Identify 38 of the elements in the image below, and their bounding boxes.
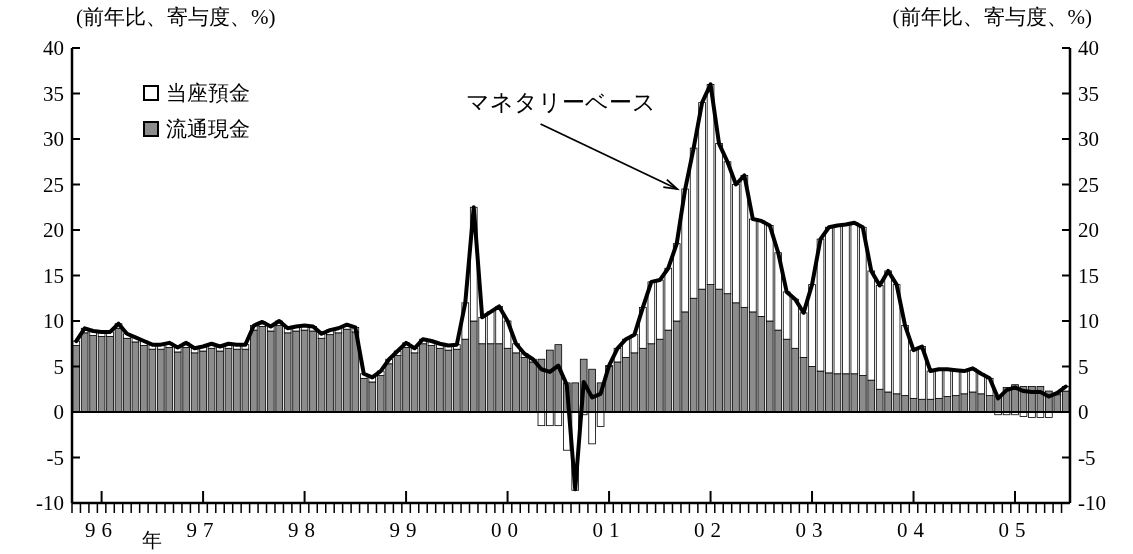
x-tick-label: 02 [694,518,728,542]
x-tick-label: 97 [186,518,220,542]
x-tick-label: 99 [389,518,423,542]
y2-tick-label: 15 [1078,263,1099,288]
y-tick-label: 5 [53,354,64,379]
y-tick-label: 25 [43,172,64,197]
x-tick-label: 98 [288,518,322,542]
y-tick-label: 10 [43,309,64,333]
y2-axis-title: (前年比、寄与度、%) [892,5,1092,29]
x-tick-label: 03 [795,518,829,542]
y2-tick-label: 10 [1078,309,1099,333]
x-tick-label: 96 [85,518,119,542]
y2-tick-label: 30 [1078,127,1099,151]
x-tick-label: 00 [491,518,525,542]
y-axis-title: (前年比、寄与度、%) [76,5,276,29]
series-label: マネタリーベース [465,90,656,115]
y-tick-label: -10 [36,491,64,515]
y-tick-label: -5 [46,445,64,470]
x-axis-title: 年 [141,529,162,551]
y-tick-label: 0 [53,400,64,424]
y2-tick-label: 5 [1078,354,1089,379]
y-tick-label: 20 [43,218,64,242]
y-tick-label: 35 [43,81,64,106]
legend-label: 流通現金 [166,117,250,141]
y-tick-label: 30 [43,127,64,151]
y-tick-label: 40 [43,36,64,60]
legend-label: 当座預金 [166,81,250,105]
x-tick-label: 04 [897,518,931,542]
y2-tick-label: 20 [1078,218,1099,242]
y-tick-label: 15 [43,263,64,288]
x-tick-label: 01 [592,518,626,542]
y2-tick-label: 35 [1078,81,1099,106]
y2-tick-label: 40 [1078,36,1099,60]
y2-tick-label: 0 [1078,400,1089,424]
x-tick-label: 05 [998,518,1032,542]
y2-tick-label: 25 [1078,172,1099,197]
y2-tick-label: -10 [1078,491,1106,515]
y2-tick-label: -5 [1078,445,1096,470]
